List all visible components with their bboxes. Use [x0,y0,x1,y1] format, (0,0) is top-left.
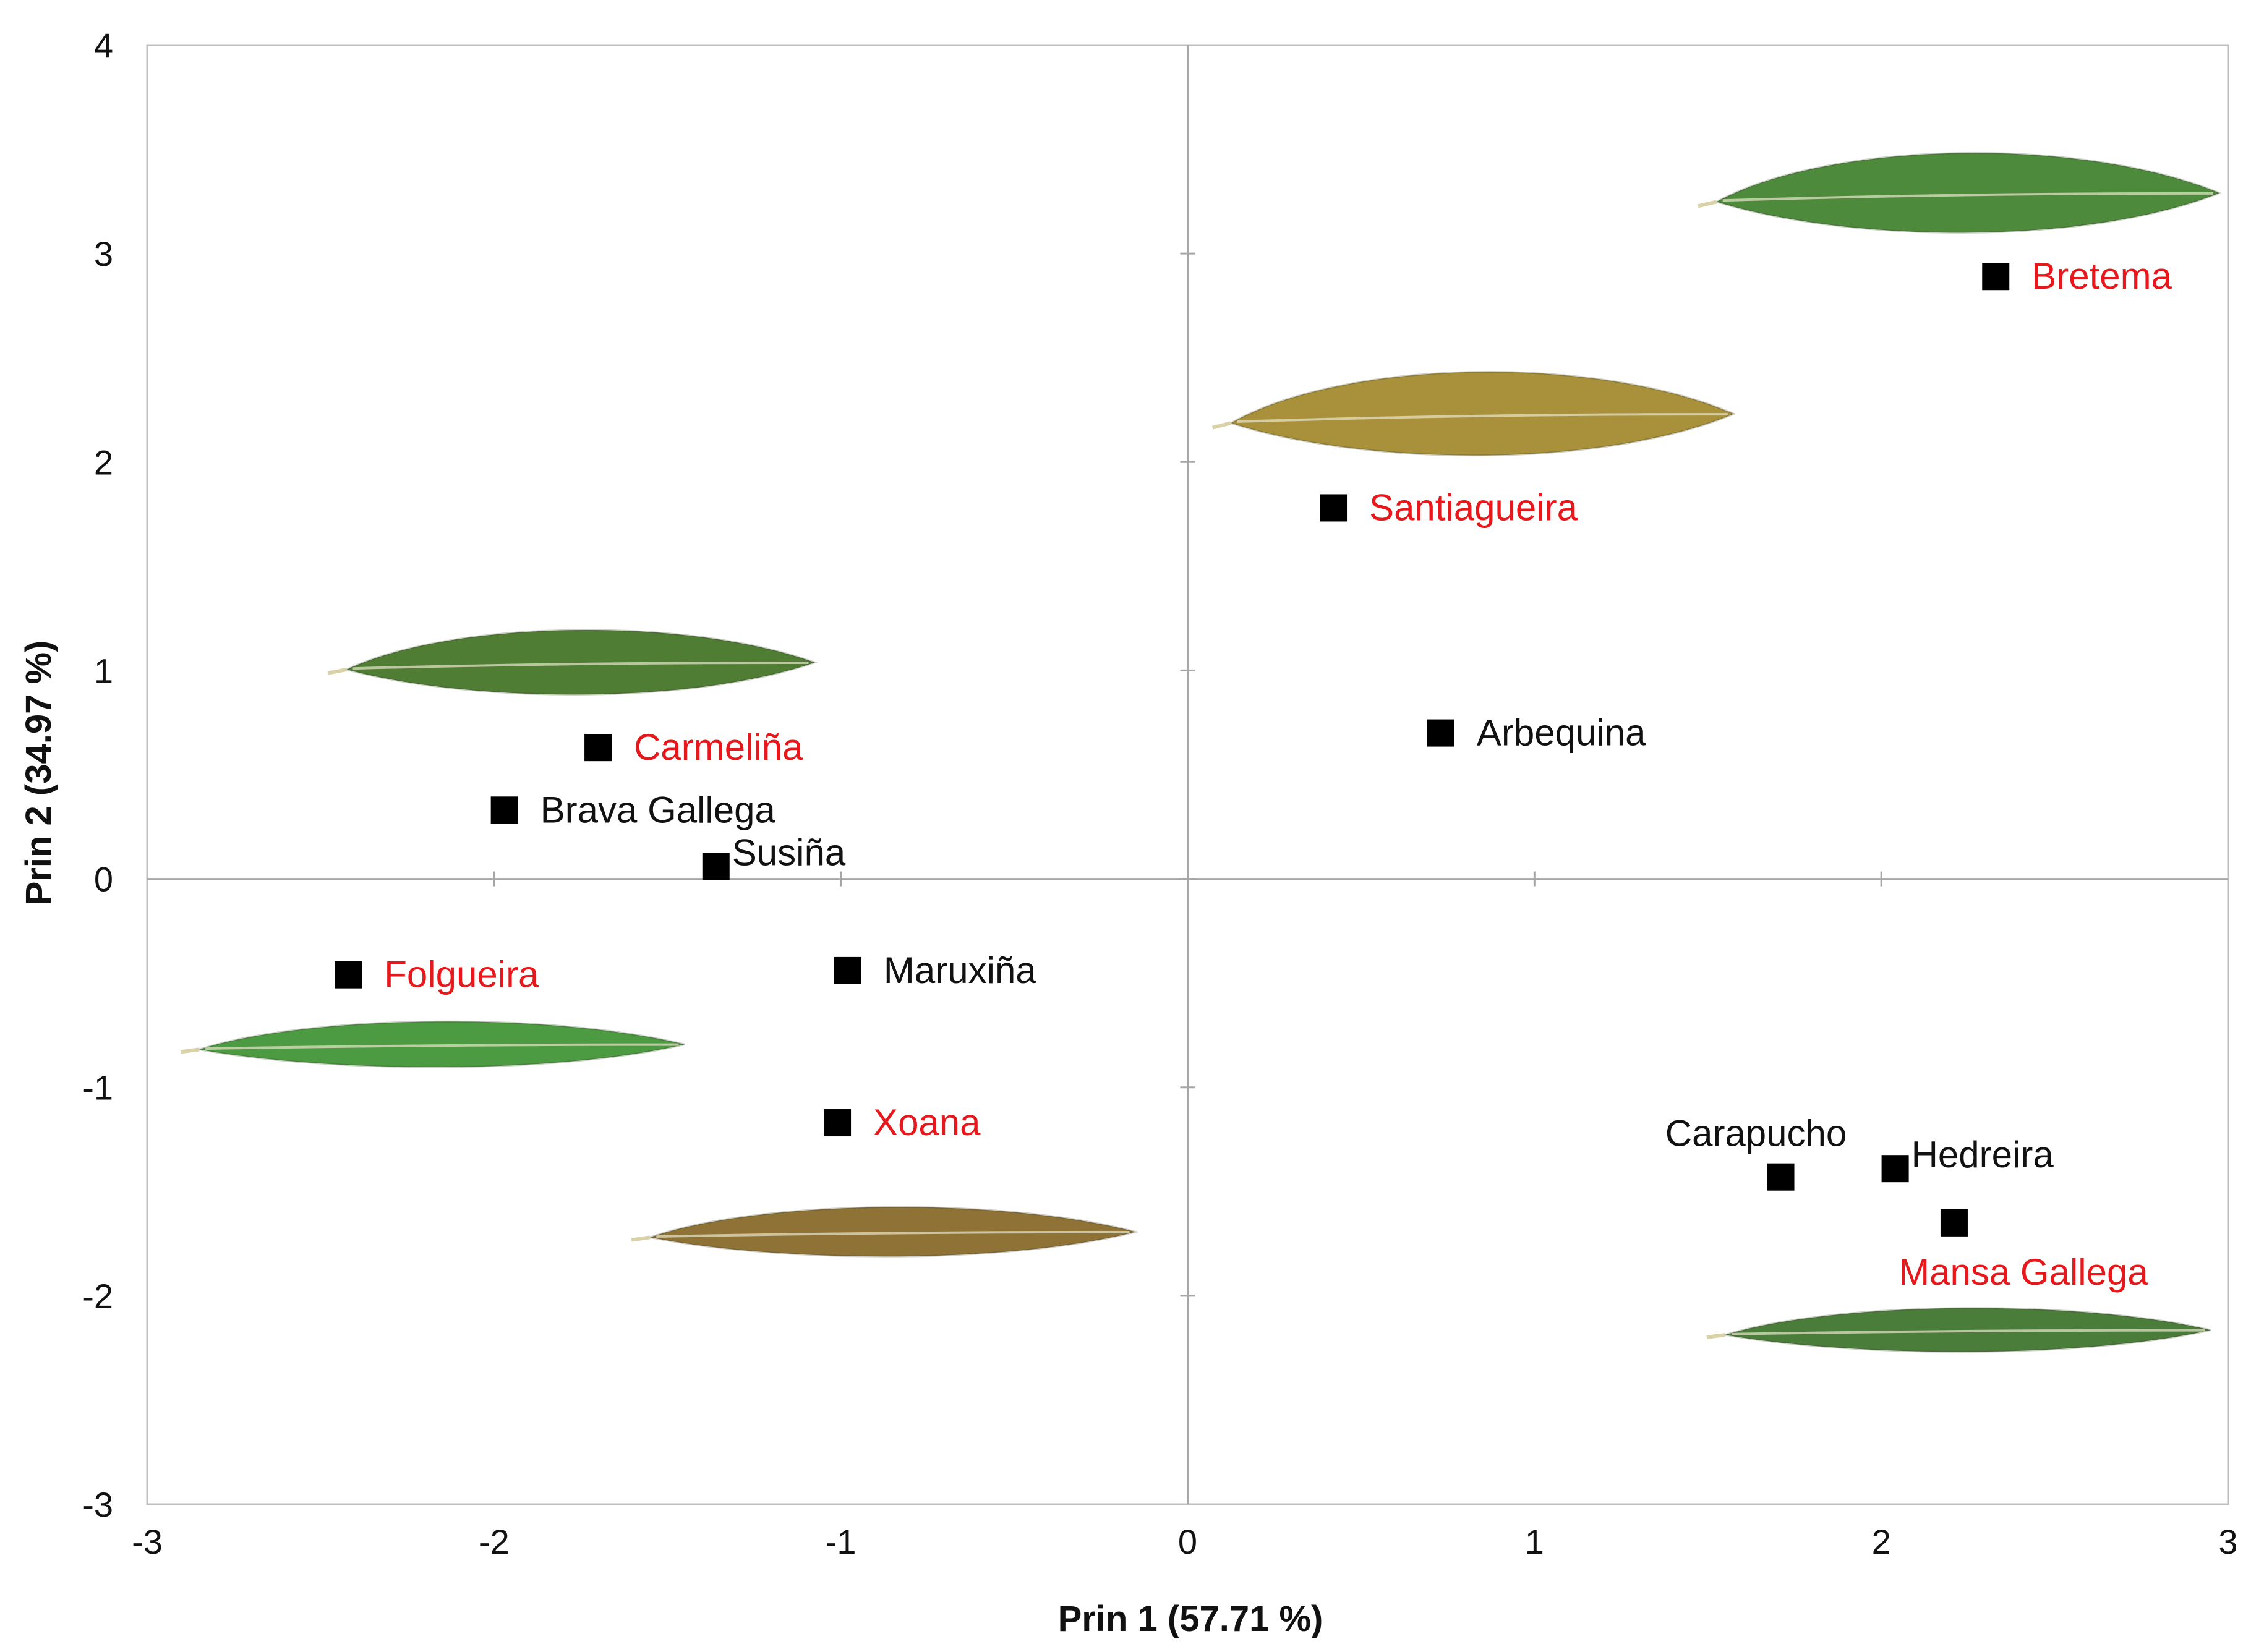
x-axis-ticks: -3 -2 -1 0 1 2 3 [132,871,2238,1561]
y-tick-label: -3 [82,1485,113,1524]
x-tick-label: -1 [826,1522,856,1561]
point-marker-susiña [702,853,730,880]
x-tick-label: 0 [1178,1522,1197,1561]
point-label-carapucho: Carapucho [1665,1113,1847,1154]
leaf-xoana-midrib [656,1230,1130,1238]
point-label-mansa-gallega: Mansa Gallega [1899,1251,2148,1293]
leaf-folgueira-blade [199,1020,685,1068]
leaf-carmelina-stem [327,667,348,675]
leaf-folgueira-stem [180,1047,200,1054]
point-marker-folgueira [335,961,362,989]
leaf-bretema-midrib [1722,192,2213,202]
point-marker-bretema [1982,263,2010,291]
point-marker-carapucho [1767,1163,1795,1191]
point-marker-carmeliña [584,734,612,762]
leaf-folgueira-midrib [205,1043,679,1050]
point-label-folgueira: Folgueira [384,954,539,995]
y-axis-ticks: 4 3 2 1 0 -1 -2 -3 [82,26,1195,1524]
y-tick-label: 2 [94,443,113,482]
leaf-santiagueira-blade [1228,371,1736,457]
point-label-arbequina: Arbequina [1477,712,1646,754]
point-label-santiagueira: Santiagueira [1369,487,1578,528]
point-label-carmeliña: Carmeliña [634,726,803,768]
leaf-santiagueira-midrib [1237,413,1728,424]
point-label-maruxiña: Maruxiña [884,950,1036,991]
y-tick-label: -2 [82,1277,113,1316]
leaf-carmelina [327,629,818,696]
x-axis-title: Prin 1 (57.71 %) [1058,1599,1323,1639]
leaf-mansa-gallega-stem [1706,1333,1726,1339]
leaf-santiagueira-stem [1211,421,1232,430]
point-label-susiña: Susiña [732,832,846,873]
leaf-xoana-stem [631,1235,651,1242]
leaf-folgueira [180,1020,685,1068]
point-label-bretema: Bretema [2031,255,2172,297]
leaf-santiagueira [1211,371,1736,457]
point-label-hedreira: Hedreira [1911,1134,2054,1175]
leaf-bretema-blade [1714,151,2222,234]
x-tick-label: 1 [1525,1522,1544,1561]
leaf-bretema [1698,151,2222,234]
y-axis-title: Prin 2 (34.97 %) [19,641,59,906]
point-marker-brava-gallega [490,796,518,824]
point-label-xoana: Xoana [873,1102,981,1143]
x-tick-label: -3 [132,1522,163,1561]
y-tick-label: 1 [94,651,113,690]
point-marker-maruxiña [834,956,861,984]
leaf-carmelina-midrib [352,661,809,670]
point-marker-hedreira [1881,1155,1909,1183]
leaf-carmelina-blade [344,629,818,696]
point-marker-mansa-gallega [1940,1209,1968,1237]
leaf-xoana-blade [646,1206,1140,1258]
leaf-mansa-gallega-midrib [1731,1329,2205,1335]
y-tick-label: 3 [94,234,113,273]
point-marker-santiagueira [1320,494,1348,522]
point-label-brava-gallega: Brava Gallega [540,789,776,830]
leaf-xoana [631,1206,1140,1258]
point-marker-arbequina [1427,719,1454,747]
leaf-bretema-stem [1698,200,1717,208]
leaf-mansa-gallega [1706,1307,2211,1353]
x-tick-label: -2 [479,1522,510,1561]
x-tick-label: 2 [1872,1522,1891,1561]
y-tick-label: -1 [82,1068,113,1107]
data-points: Bretema Santiagueira Arbequina Carmeliña Bra… [335,255,2172,1293]
leaf-images [180,151,2222,1353]
y-tick-label: 4 [94,26,113,65]
y-tick-label: 0 [94,860,113,899]
point-marker-xoana [824,1109,852,1137]
x-tick-label: 3 [2218,1522,2237,1561]
